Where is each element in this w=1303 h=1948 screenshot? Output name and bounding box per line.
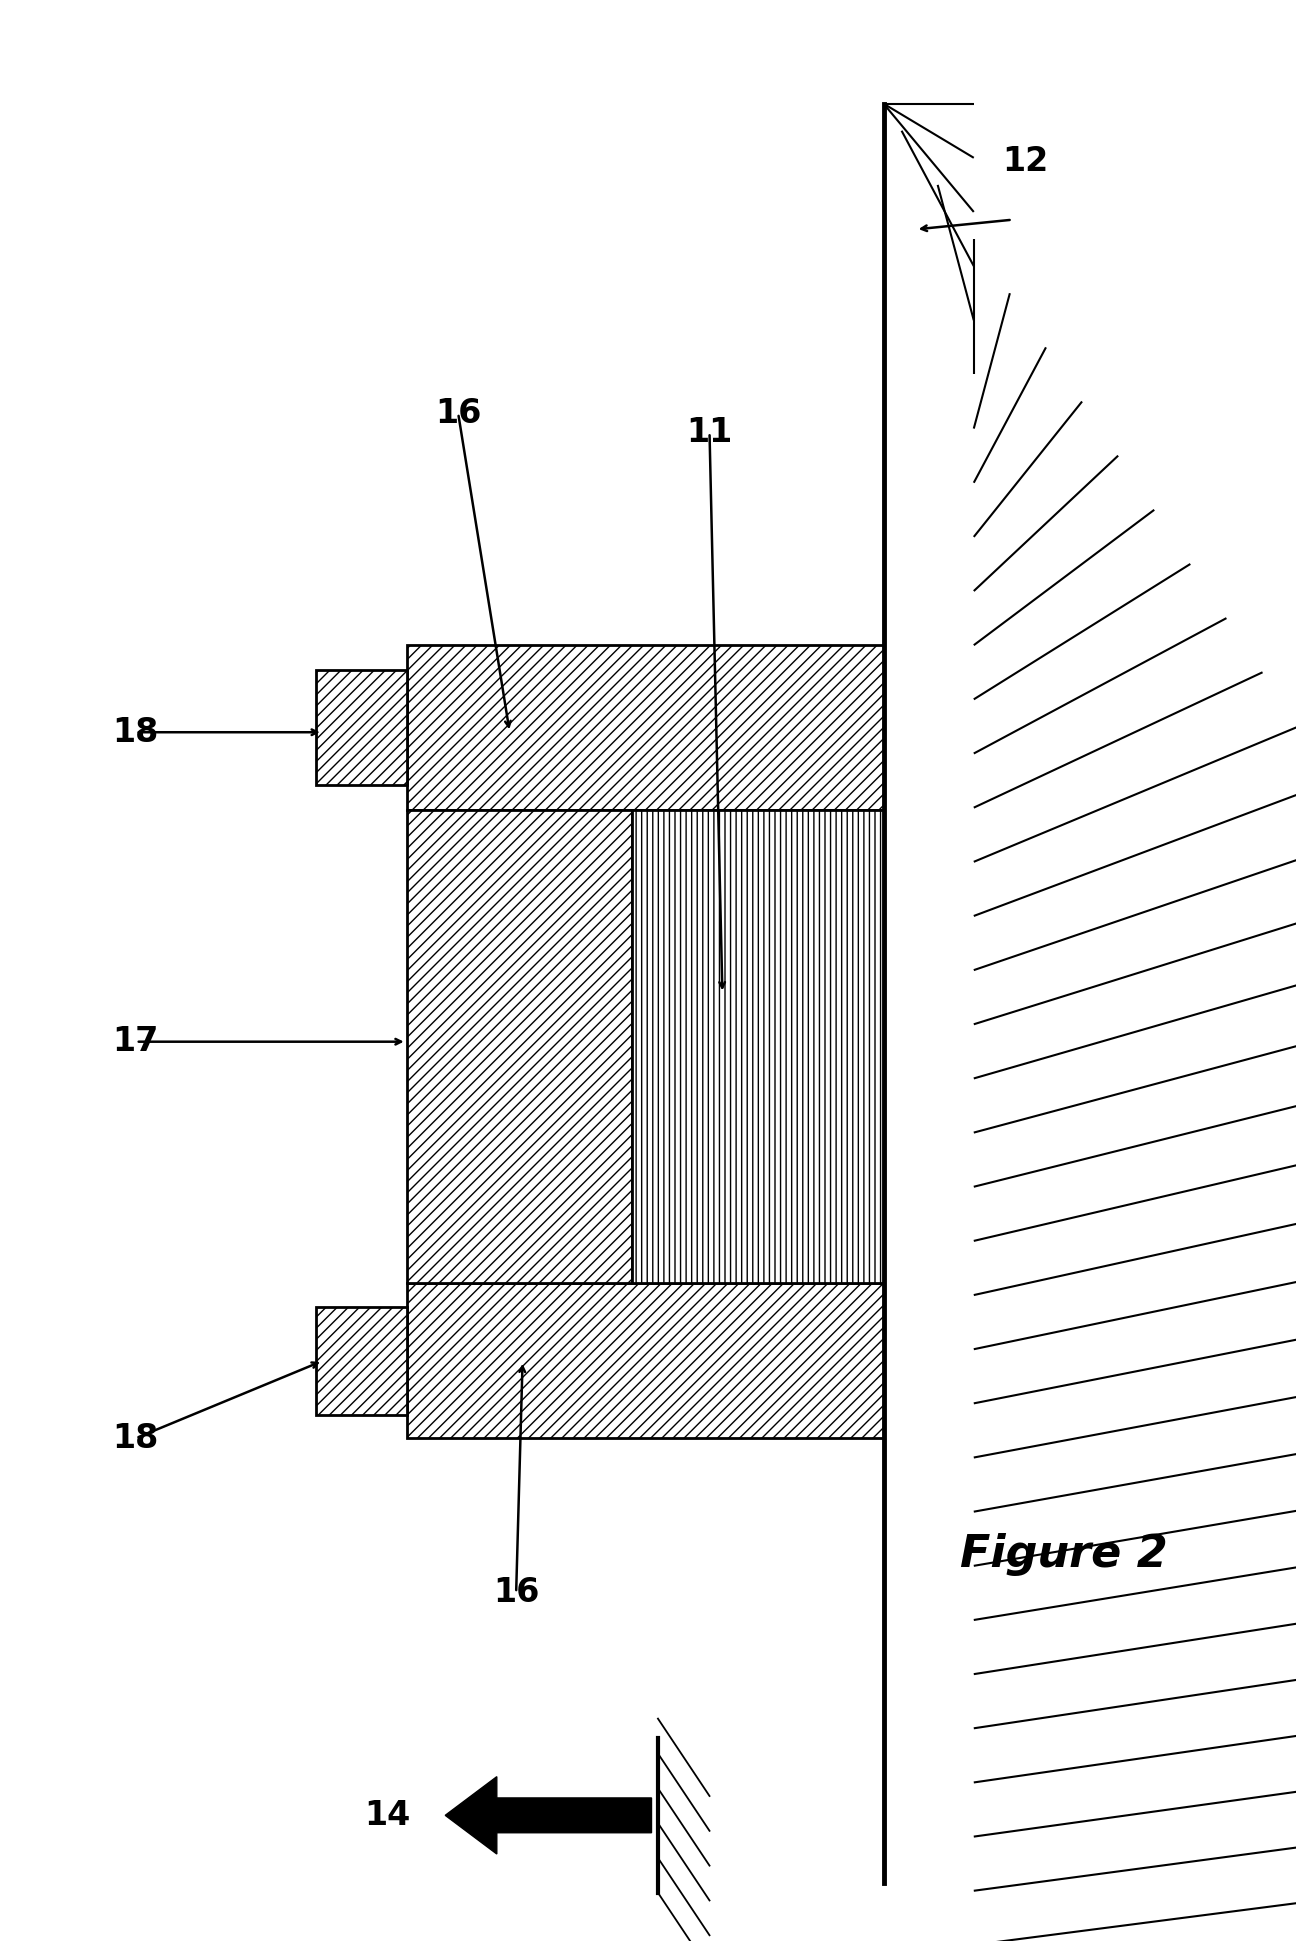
Bar <box>407 1284 883 1438</box>
Text: 12: 12 <box>1002 146 1049 177</box>
Bar <box>317 670 407 785</box>
Text: 16: 16 <box>435 397 481 431</box>
Bar <box>317 1307 407 1414</box>
FancyArrow shape <box>446 1777 652 1854</box>
Bar <box>407 1284 883 1438</box>
Bar <box>317 1307 407 1414</box>
Bar <box>632 810 883 1284</box>
Bar <box>632 810 883 1284</box>
Text: 18: 18 <box>112 715 159 748</box>
Text: 17: 17 <box>112 1025 159 1058</box>
Text: 18: 18 <box>112 1422 159 1455</box>
Bar <box>317 670 407 785</box>
Text: Figure 2: Figure 2 <box>960 1533 1167 1576</box>
Text: 14: 14 <box>364 1798 410 1831</box>
Text: 16: 16 <box>493 1576 539 1609</box>
Bar <box>407 810 632 1284</box>
Bar <box>407 645 883 810</box>
Bar <box>407 645 883 810</box>
Text: 11: 11 <box>687 417 732 448</box>
Bar <box>407 810 632 1284</box>
